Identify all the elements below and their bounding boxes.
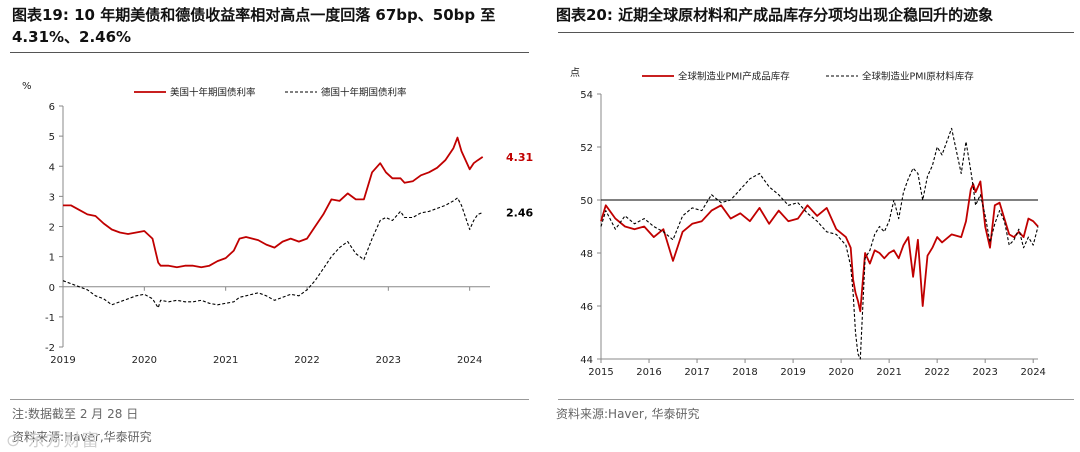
x-tick-label: 2020 bbox=[828, 367, 853, 378]
chart-title-left: 图表19: 10 年期美债和德债收益率相对高点一度回落 67bp、50bp 至 … bbox=[12, 4, 495, 48]
x-tick-label: 2021 bbox=[213, 355, 238, 366]
x-tick-label: 2016 bbox=[636, 367, 661, 378]
series-line-2 bbox=[62, 197, 483, 309]
legend-label-2: 德国十年期国债利率 bbox=[321, 87, 407, 99]
y-tick-label: 54 bbox=[580, 90, 593, 101]
x-tick-label: 2022 bbox=[294, 355, 319, 366]
series-line-1 bbox=[600, 180, 1039, 313]
y-tick-label: -2 bbox=[45, 343, 55, 354]
y-tick-label: 50 bbox=[580, 196, 593, 207]
y-tick-label: 46 bbox=[580, 302, 593, 313]
x-tick-label: 2017 bbox=[684, 367, 709, 378]
chart-source-left: 资料来源:Haver,华泰研究 bbox=[12, 430, 152, 444]
y-tick-label: 48 bbox=[580, 249, 593, 260]
y-tick-label: 6 bbox=[49, 102, 55, 113]
footer-divider bbox=[10, 399, 529, 400]
x-tick-label: 2024 bbox=[457, 355, 482, 366]
x-tick-label: 2019 bbox=[50, 355, 75, 366]
series-line-1 bbox=[63, 136, 484, 269]
watermark: ⊙ 东方财富 bbox=[6, 431, 100, 451]
x-tick-label: 2021 bbox=[876, 367, 901, 378]
legend-label-1: 全球制造业PMI产成品库存 bbox=[678, 71, 790, 83]
x-tick-label: 2019 bbox=[780, 367, 805, 378]
chart-note: 注:数据截至 2 月 28 日 bbox=[12, 407, 139, 421]
chart-title-left-line2: 4.31%、2.46% bbox=[12, 28, 132, 46]
y-tick-label: 4 bbox=[49, 162, 55, 173]
y-tick-label: 3 bbox=[49, 192, 55, 203]
chart-source-right: 资料来源:Haver, 华泰研究 bbox=[556, 407, 700, 421]
x-tick-label: 2018 bbox=[732, 367, 757, 378]
y-tick-label: 2 bbox=[49, 223, 55, 234]
y-tick-label: -1 bbox=[45, 313, 55, 324]
x-tick-label: 2022 bbox=[924, 367, 949, 378]
footer-divider bbox=[558, 399, 1074, 400]
x-tick-label: 2020 bbox=[132, 355, 157, 366]
x-tick-label: 2023 bbox=[376, 355, 401, 366]
legend-label-2: 全球制造业PMI原材料库存 bbox=[862, 71, 974, 83]
y-tick-label: 52 bbox=[580, 143, 593, 154]
series-line-2 bbox=[600, 127, 1039, 360]
title-divider bbox=[10, 52, 529, 53]
end-value-label-2: 2.46 bbox=[506, 207, 533, 220]
y-axis-unit-label: 点 bbox=[570, 67, 580, 79]
legend-label-1: 美国十年期国债利率 bbox=[170, 87, 256, 99]
end-value-label-1: 4.31 bbox=[506, 151, 533, 164]
y-tick-label: 44 bbox=[580, 355, 593, 366]
y-axis-unit-label: % bbox=[22, 81, 32, 92]
y-tick-label: 0 bbox=[49, 283, 55, 294]
x-tick-label: 2015 bbox=[588, 367, 613, 378]
chart-panel-left: 图表19: 10 年期美债和德债收益率相对高点一度回落 67bp、50bp 至 … bbox=[0, 0, 535, 452]
y-tick-label: 5 bbox=[49, 132, 55, 143]
x-tick-label: 2023 bbox=[972, 367, 997, 378]
x-tick-label: 2024 bbox=[1020, 367, 1045, 378]
chart-title-left-line1: 图表19: 10 年期美债和德债收益率相对高点一度回落 67bp、50bp 至 bbox=[12, 6, 496, 24]
y-tick-label: 1 bbox=[49, 253, 55, 264]
title-divider bbox=[558, 32, 1074, 33]
chart-title-right: 图表20: 近期全球原材料和产成品库存分项均出现企稳回升的迹象 bbox=[556, 6, 994, 24]
chart-panel-right: 图表20: 近期全球原材料和产成品库存分项均出现企稳回升的迹象 54 52 50 48… bbox=[548, 0, 1080, 452]
